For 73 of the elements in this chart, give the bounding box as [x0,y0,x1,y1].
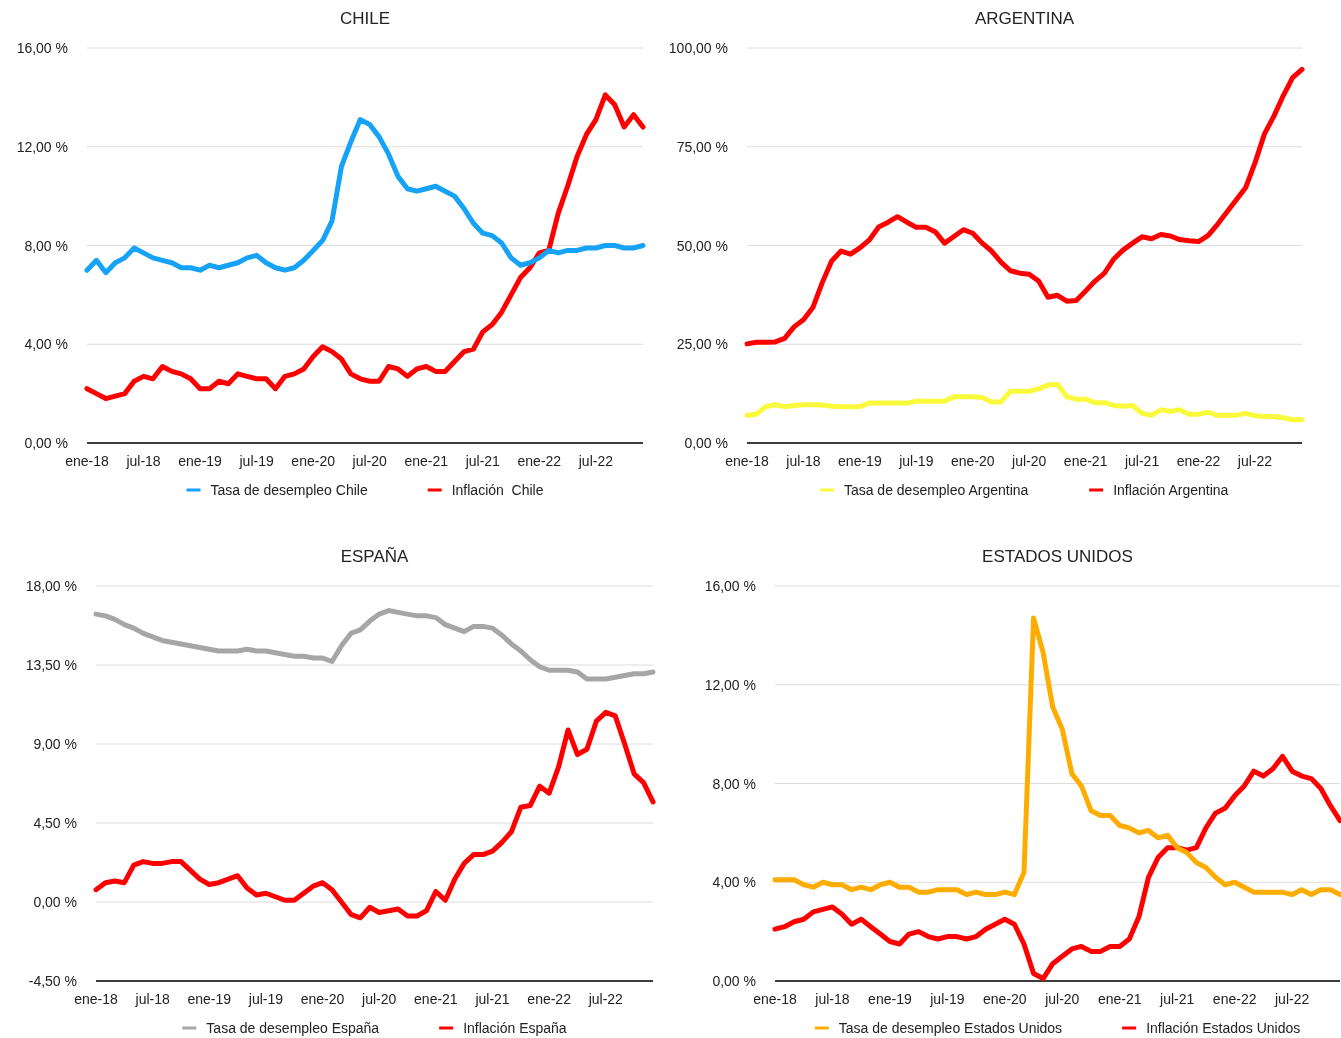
chart-title: ESPAÑA [340,546,410,566]
x-tick-label: ene-22 [517,453,562,469]
x-tick-label: ene-19 [838,453,882,469]
y-tick-label: 8,00 % [24,237,68,254]
y-tick-label: 100,00 % [668,40,728,56]
y-tick-label: 75,00 % [676,138,728,155]
x-tick-label: jul-22 [1273,991,1310,1007]
x-tick-label: jul-21 [464,453,501,469]
y-tick-label: 4,00 % [24,336,68,353]
legend-label: Inflación Argentina [1113,482,1229,498]
x-tick-label: jul-20 [351,453,388,469]
chart-title: ESTADOS UNIDOS [982,546,1133,566]
x-tick-label: jul-20 [361,991,397,1007]
x-tick-label: jul-18 [134,991,170,1007]
x-tick-label: ene-20 [300,991,345,1007]
y-tick-label: 0,00 % [684,435,728,451]
x-tick-label: ene-21 [1063,453,1108,469]
x-tick-label: jul-22 [587,991,624,1007]
legend-label: Inflación España [463,1020,567,1036]
x-tick-label: ene-18 [753,991,798,1007]
y-tick-label: 8,00 % [712,775,756,792]
chart-title: CHILE [339,8,391,28]
y-tick-label: 0,00 % [24,435,68,451]
x-tick-label: ene-20 [950,453,995,469]
y-tick-label: 16,00 % [16,40,68,56]
legend-label: Tasa de desempleo Chile [210,482,368,498]
y-tick-label: 13,50 % [25,657,77,673]
x-tick-label: ene-18 [65,453,110,469]
x-tick-label: jul-21 [474,991,510,1007]
x-tick-label: jul-19 [929,991,965,1007]
y-tick-label: 0,00 % [33,894,77,910]
x-tick-label: ene-21 [404,453,449,469]
y-tick-label: 18,00 % [25,578,77,594]
x-tick-label: ene-18 [74,991,119,1007]
y-tick-label: 4,00 % [712,874,756,891]
x-tick-label: ene-18 [725,453,770,469]
x-tick-label: ene-20 [291,453,336,469]
x-tick-label: jul-20 [1044,991,1080,1007]
legend-label: Inflación Chile [451,482,544,498]
x-tick-label: ene-19 [868,991,912,1007]
x-tick-label: ene-22 [527,991,572,1007]
legend-label: Tasa de desempleo Estados Unidos [838,1020,1063,1036]
x-tick-label: ene-22 [1212,991,1257,1007]
y-tick-label: 12,00 % [16,138,68,155]
x-tick-label: ene-19 [187,991,232,1007]
legend-label: Tasa de desempleo Argentina [843,482,1029,498]
x-tick-label: ene-21 [1097,991,1142,1007]
x-tick-label: jul-19 [247,991,284,1007]
y-tick-label: 9,00 % [33,736,77,752]
x-tick-label: jul-18 [125,453,161,469]
chart-title: ARGENTINA [974,8,1075,28]
x-tick-label: jul-18 [814,991,850,1007]
x-tick-label: ene-21 [414,991,458,1007]
legend-label: Inflación Estados Unidos [1146,1020,1301,1036]
y-tick-label: -4,50 % [28,973,77,989]
x-tick-label: ene-19 [178,453,223,469]
x-tick-label: jul-19 [238,453,274,469]
x-tick-label: jul-18 [785,453,821,469]
x-tick-label: jul-21 [1123,453,1160,469]
x-tick-label: jul-19 [898,453,934,469]
y-tick-label: 25,00 % [676,336,728,353]
y-tick-label: 4,50 % [33,815,77,831]
y-tick-label: 50,00 % [676,237,728,254]
y-tick-label: 0,00 % [712,973,756,989]
y-tick-label: 12,00 % [704,676,756,693]
y-tick-label: 16,00 % [704,578,756,594]
x-tick-label: jul-22 [1236,453,1273,469]
x-tick-label: ene-22 [1176,453,1221,469]
x-tick-label: jul-22 [577,453,614,469]
legend-label: Tasa de desempleo España [206,1020,380,1036]
x-tick-label: ene-20 [983,991,1027,1007]
x-tick-label: jul-21 [1159,991,1195,1007]
x-tick-label: jul-20 [1011,453,1047,469]
